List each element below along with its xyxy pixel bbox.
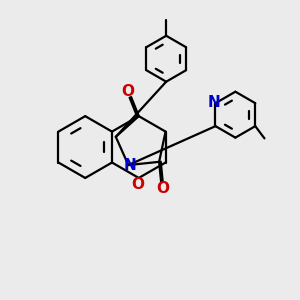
Text: N: N xyxy=(124,158,136,172)
Text: N: N xyxy=(208,94,221,110)
Text: O: O xyxy=(121,85,134,100)
Text: O: O xyxy=(156,181,169,196)
Text: O: O xyxy=(131,177,144,192)
